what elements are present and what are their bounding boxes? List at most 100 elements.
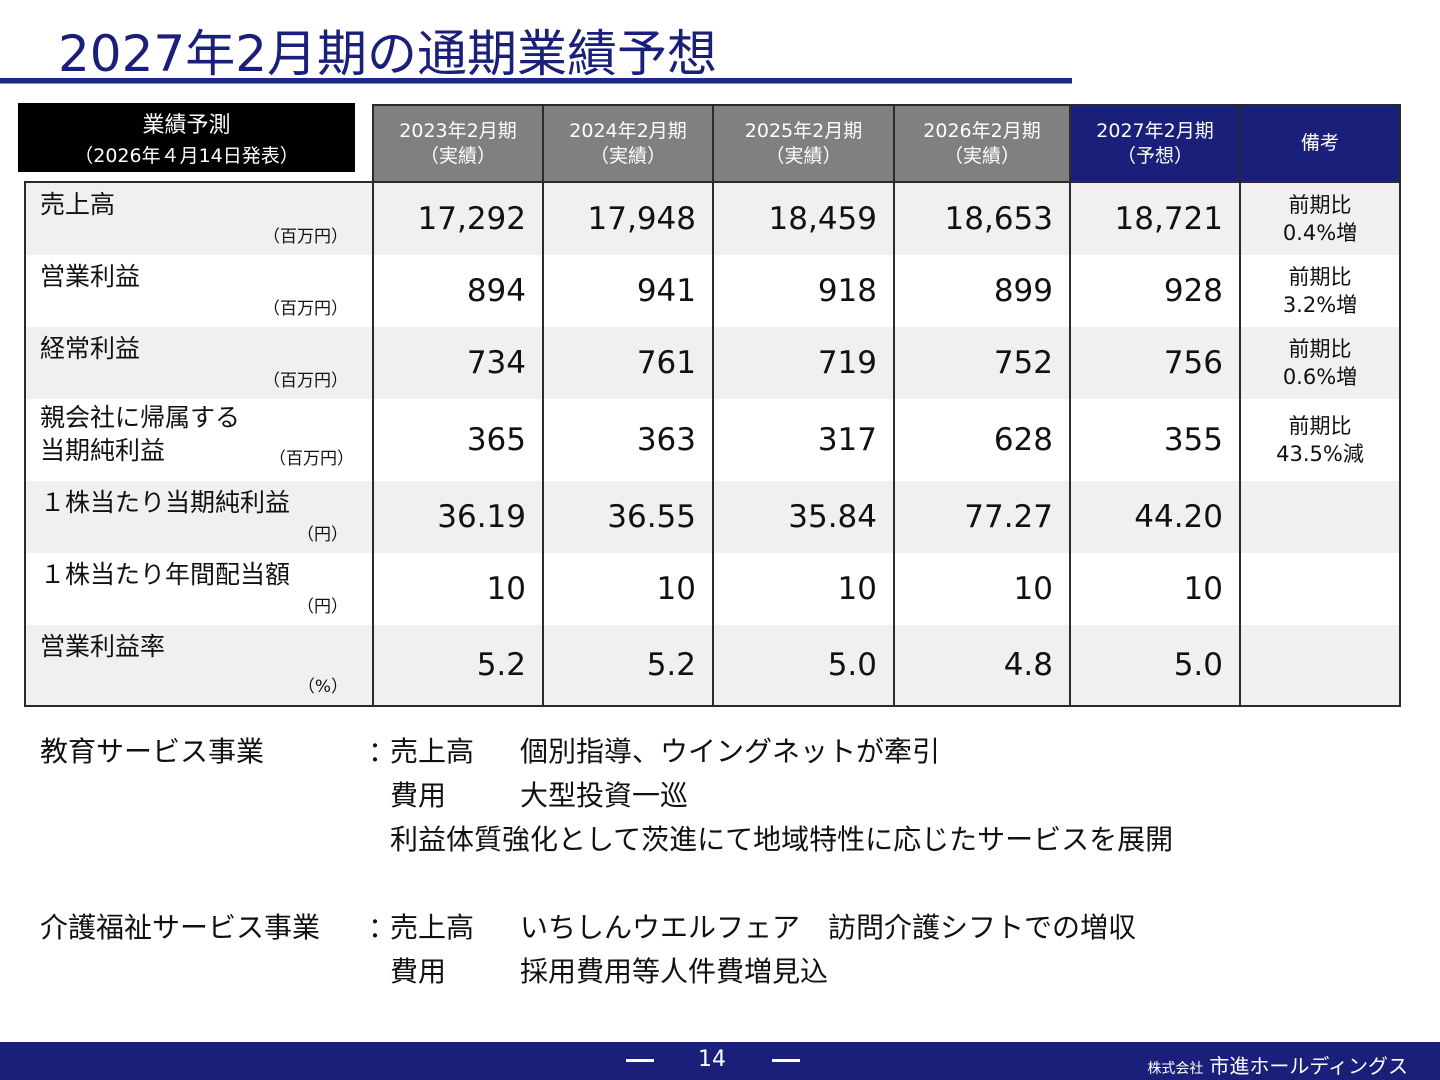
row-item-name: １株当たり当期純利益 xyxy=(40,487,290,519)
value-cell: 363 xyxy=(542,399,714,481)
segment-colon: ： xyxy=(368,735,397,768)
header-fy2025: 2025年2月期 （実績） xyxy=(712,104,895,183)
value-cell: 756 xyxy=(1069,327,1241,399)
note-detail: 大型投資一巡 xyxy=(520,779,689,812)
row-item-name-line1: １株当たり当期純利益 xyxy=(40,488,291,517)
remark-change: 0.6%増 xyxy=(1282,365,1358,389)
segment-label: 介護福祉サービス事業 xyxy=(40,911,321,944)
row-item-name: 親会社に帰属する 当期純利益 xyxy=(40,401,240,467)
table-row: 売上高 （百万円） 17,292 17,948 18,459 18,653 18,721 前期… xyxy=(24,181,1401,255)
forecast-label-box: 業績予測 （2026年４月14日発表） xyxy=(18,103,355,172)
value-cell: 941 xyxy=(542,255,714,327)
remark-cell: 前期比 0.4%増 xyxy=(1239,181,1401,255)
remark-change: 3.2%増 xyxy=(1282,293,1358,317)
row-item-name-line2: 当期純利益 xyxy=(40,436,166,465)
note-subject: 売上高 xyxy=(390,735,475,768)
header-fy2023: 2023年2月期 （実績） xyxy=(372,104,544,183)
value-cell: 36.55 xyxy=(542,481,714,553)
header-fy2024: 2024年2月期 （実績） xyxy=(542,104,714,183)
page-number: 14 xyxy=(698,1047,726,1072)
remark-label: 前期比 xyxy=(1288,193,1352,217)
value-cell: 35.84 xyxy=(712,481,895,553)
remark-cell xyxy=(1239,625,1401,707)
header-fy2026: 2026年2月期 （実績） xyxy=(893,104,1071,183)
company-logo: 株式会社 市進ホールディングス xyxy=(1147,1050,1408,1079)
value-cell: 10 xyxy=(372,553,544,625)
value-cell: 10 xyxy=(893,553,1071,625)
row-item-name: １株当たり年間配当額 xyxy=(40,559,290,591)
row-unit: （百万円） xyxy=(263,299,348,319)
row-item-name-line1: 経常利益 xyxy=(40,334,141,363)
page-title: 2027年2月期の通期業績予想 xyxy=(58,25,718,83)
header-kind: （実績） xyxy=(943,144,1020,167)
value-cell: 894 xyxy=(372,255,544,327)
value-cell: 355 xyxy=(1069,399,1241,481)
header-kind: （実績） xyxy=(765,144,842,167)
value-cell: 5.2 xyxy=(372,625,544,707)
note-detail: 個別指導、ウイングネットが牽引 xyxy=(520,735,941,768)
row-unit: （%） xyxy=(297,677,348,697)
note-subject: 売上高 xyxy=(390,911,475,944)
value-cell: 628 xyxy=(893,399,1071,481)
value-cell: 5.0 xyxy=(712,625,895,707)
row-item-name: 営業利益率 xyxy=(40,631,165,663)
remark-cell: 前期比 0.6%増 xyxy=(1239,327,1401,399)
row-item-cell: １株当たり当期純利益 （円） xyxy=(24,481,374,553)
company-type: 株式会社 xyxy=(1147,1061,1204,1077)
row-item-name-line1: 営業利益率 xyxy=(40,632,166,661)
table-row: 営業利益 （百万円） 894 941 918 899 928 前期比 3.2%増 xyxy=(24,255,1401,327)
value-cell: 18,653 xyxy=(893,181,1071,255)
value-cell: 317 xyxy=(712,399,895,481)
row-item-cell: 営業利益率 （%） xyxy=(24,625,374,707)
remark-cell xyxy=(1239,481,1401,553)
note-detail: 採用費用等人件費増見込 xyxy=(520,955,829,988)
remark-change: 43.5%減 xyxy=(1276,442,1364,466)
row-item-cell: 売上高 （百万円） xyxy=(24,181,374,255)
table-row: 経常利益 （百万円） 734 761 719 752 756 前期比 0.6%増 xyxy=(24,327,1401,399)
remark-label: 前期比 xyxy=(1288,265,1352,289)
title-underline xyxy=(0,78,1072,84)
header-year: 2023年2月期 xyxy=(399,119,517,142)
row-item-name-line1: 親会社に帰属する xyxy=(40,403,241,432)
value-cell: 752 xyxy=(893,327,1071,399)
table-row: １株当たり当期純利益 （円） 36.19 36.55 35.84 77.27 44.20 xyxy=(24,481,1401,553)
row-item-cell: １株当たり年間配当額 （円） xyxy=(24,553,374,625)
table-row: １株当たり年間配当額 （円） 10 10 10 10 10 xyxy=(24,553,1401,625)
value-cell: 761 xyxy=(542,327,714,399)
row-item-name: 売上高 xyxy=(40,189,115,221)
value-cell: 36.19 xyxy=(372,481,544,553)
note-subject: 費用 xyxy=(390,779,447,812)
remark-cell: 前期比 43.5%減 xyxy=(1239,399,1401,481)
forecast-table: 2023年2月期 （実績） 2024年2月期 （実績） 2025年2月期 （実績） 2… xyxy=(24,104,1401,707)
value-cell: 5.0 xyxy=(1069,625,1241,707)
remark-cell: 前期比 3.2%増 xyxy=(1239,255,1401,327)
value-cell: 17,292 xyxy=(372,181,544,255)
remark-label: 前期比 xyxy=(1288,337,1352,361)
value-cell: 10 xyxy=(1069,553,1241,625)
page-dash-right xyxy=(772,1059,800,1062)
value-cell: 719 xyxy=(712,327,895,399)
header-kind: （実績） xyxy=(589,144,666,167)
table-header-row: 2023年2月期 （実績） 2024年2月期 （実績） 2025年2月期 （実績） 2… xyxy=(25,104,1401,183)
row-item-cell: 営業利益 （百万円） xyxy=(24,255,374,327)
remark-change: 0.4%増 xyxy=(1282,221,1358,245)
remark-label: 前期比 xyxy=(1288,414,1352,438)
row-item-name: 経常利益 xyxy=(40,333,140,365)
value-cell: 918 xyxy=(712,255,895,327)
row-unit: （百万円） xyxy=(263,227,348,247)
value-cell: 18,459 xyxy=(712,181,895,255)
header-year: 2025年2月期 xyxy=(744,119,863,142)
header-kind: （予想） xyxy=(1116,144,1193,167)
row-unit: （百万円） xyxy=(263,371,348,391)
row-unit: （百万円） xyxy=(269,449,354,469)
header-kind: （実績） xyxy=(419,144,496,167)
row-item-name-line1: １株当たり年間配当額 xyxy=(40,560,291,589)
note-detail: いちしんウエルフェア 訪問介護シフトでの増収 xyxy=(520,911,1137,944)
value-cell: 899 xyxy=(893,255,1071,327)
table-row: 親会社に帰属する 当期純利益 （百万円） 365 363 317 628 355 前期比 43.5… xyxy=(24,399,1401,481)
row-unit: （円） xyxy=(297,597,348,617)
value-cell: 10 xyxy=(542,553,714,625)
row-unit: （円） xyxy=(297,525,348,545)
row-item-cell: 経常利益 （百万円） xyxy=(24,327,374,399)
row-item-name-line1: 売上高 xyxy=(40,190,116,219)
